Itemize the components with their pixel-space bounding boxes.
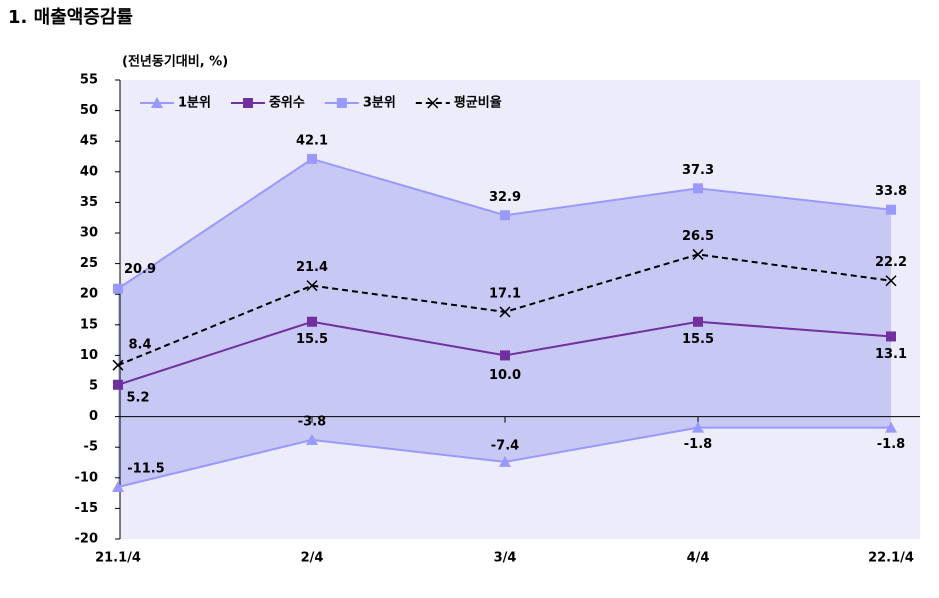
data-label: -7.4 xyxy=(491,438,519,453)
data-label: 26.5 xyxy=(682,229,714,244)
y-tick-label: 10 xyxy=(80,348,98,363)
legend-label: 평균비율 xyxy=(454,95,502,111)
x-tick-label: 3/4 xyxy=(494,551,517,566)
legend-label: 1분위 xyxy=(178,96,211,111)
data-label: 20.9 xyxy=(124,262,156,277)
y-tick-label: 35 xyxy=(80,195,98,210)
y-tick-label: -10 xyxy=(75,470,99,485)
y-tick-label: 50 xyxy=(80,103,98,118)
legend-marker xyxy=(151,97,163,108)
data-label: 32.9 xyxy=(489,190,521,205)
y-tick-label: 5 xyxy=(89,379,98,394)
data-point xyxy=(886,331,896,342)
y-tick-label: -5 xyxy=(84,440,98,455)
data-point xyxy=(307,316,317,327)
data-point xyxy=(693,316,703,327)
legend-marker xyxy=(242,98,253,108)
y-tick-label: 40 xyxy=(80,164,98,179)
y-tick-label: 20 xyxy=(80,287,98,302)
data-label: -1.8 xyxy=(684,437,712,452)
data-label: 21.4 xyxy=(296,260,328,275)
data-label: 15.5 xyxy=(682,332,714,347)
data-point xyxy=(113,379,123,390)
y-tick-label: -20 xyxy=(75,532,99,547)
x-tick-label: 22.1/4 xyxy=(868,551,914,566)
data-label: 22.2 xyxy=(875,255,907,270)
data-point xyxy=(693,183,703,194)
data-point xyxy=(885,421,897,433)
data-point xyxy=(112,480,124,492)
data-point xyxy=(499,455,511,467)
data-label: 8.4 xyxy=(128,338,151,353)
data-point xyxy=(885,275,897,287)
chart-title: 1. 매출액증감률 xyxy=(8,7,133,28)
data-point xyxy=(112,359,124,371)
data-point xyxy=(307,153,317,164)
legend-label: 중위수 xyxy=(269,96,305,111)
x-tick-label: 21.1/4 xyxy=(95,551,141,566)
data-point xyxy=(692,248,704,260)
data-point xyxy=(500,210,510,221)
legend-marker xyxy=(336,98,347,108)
data-label: 5.2 xyxy=(126,390,149,405)
data-point xyxy=(306,280,318,292)
data-label: -3.8 xyxy=(298,414,326,429)
y-tick-label: 45 xyxy=(80,134,98,149)
legend-label: 3분위 xyxy=(363,96,396,111)
data-label: 10.0 xyxy=(489,368,521,383)
data-point xyxy=(306,433,318,445)
x-tick-label: 4/4 xyxy=(687,551,710,566)
y-tick-label: 25 xyxy=(80,256,98,271)
data-point xyxy=(500,350,510,361)
y-tick-label: 30 xyxy=(80,226,98,241)
legend-marker xyxy=(427,97,439,109)
data-point xyxy=(886,204,896,215)
data-label: 17.1 xyxy=(489,286,521,301)
data-label: 37.3 xyxy=(682,163,714,178)
data-point xyxy=(499,306,511,318)
data-point xyxy=(692,421,704,433)
x-tick-label: 2/4 xyxy=(301,551,324,566)
y-tick-label: 0 xyxy=(89,409,98,424)
y-tick-label: -15 xyxy=(75,501,99,516)
data-label: -11.5 xyxy=(127,461,164,476)
y-tick-label: 15 xyxy=(80,317,98,332)
y-tick-label: 55 xyxy=(80,73,98,88)
data-label: 33.8 xyxy=(875,184,907,199)
data-label: 42.1 xyxy=(296,133,328,148)
data-label: -1.8 xyxy=(877,437,905,452)
data-label: 13.1 xyxy=(875,347,907,362)
data-label: 15.5 xyxy=(296,332,328,347)
band-area xyxy=(118,158,891,487)
y-axis-label: (전년동기대비, %) xyxy=(122,54,228,70)
data-point xyxy=(113,283,123,294)
